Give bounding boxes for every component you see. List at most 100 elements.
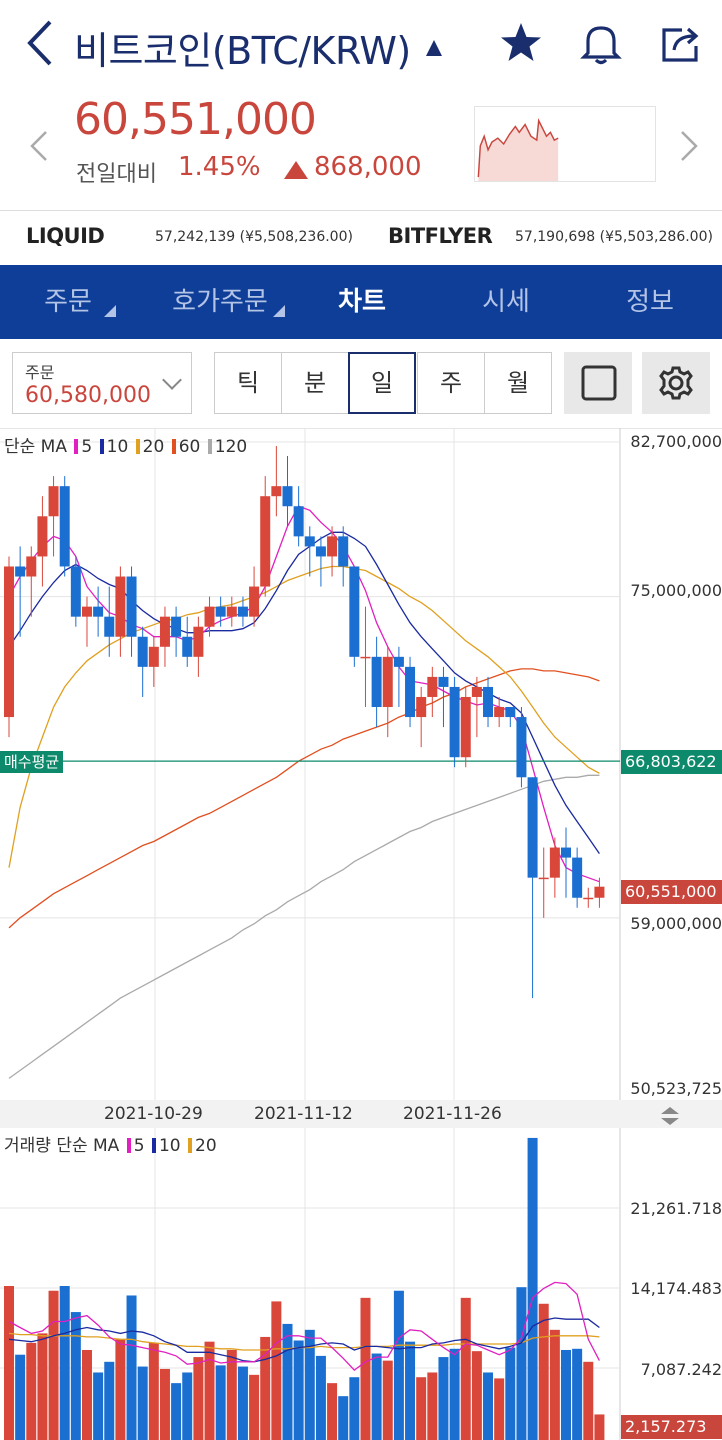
exchange-value-bitflyer: 57,190,698 (¥5,503,286.00) xyxy=(515,229,713,245)
drawing-toggle-button[interactable] xyxy=(564,352,632,414)
vol-legend-item: 10 xyxy=(158,1136,181,1156)
vol-ma10-swatch xyxy=(151,1138,156,1153)
volume-bar xyxy=(505,1347,516,1440)
volume-bar xyxy=(126,1295,137,1440)
exchange-name-liquid: LIQUID xyxy=(26,224,105,248)
candle-body xyxy=(48,486,59,517)
volume-bar xyxy=(349,1377,360,1440)
candle-body xyxy=(527,777,538,878)
volume-ma10-line xyxy=(8,1317,600,1363)
candle-body xyxy=(126,576,137,637)
panel-resize-icon[interactable] xyxy=(655,1104,685,1128)
volume-bar xyxy=(327,1383,338,1440)
period-minute[interactable]: 분 xyxy=(281,352,349,414)
candle-body xyxy=(304,536,315,547)
tab-info[interactable]: 정보 xyxy=(626,287,674,317)
avg-buy-price-tag: 매수평균 xyxy=(0,751,64,773)
volume-bar xyxy=(405,1341,416,1440)
candle-body xyxy=(338,536,349,567)
volume-bar xyxy=(148,1342,159,1440)
volume-bar xyxy=(583,1361,594,1440)
candle-body xyxy=(148,646,159,667)
volume-bar xyxy=(59,1286,70,1440)
volume-bar xyxy=(293,1340,304,1440)
volume-axis-tick: 14,174.483 xyxy=(630,1279,722,1298)
star-icon[interactable] xyxy=(498,20,544,66)
period-tick[interactable]: 틱 xyxy=(214,352,282,414)
order-price-select[interactable]: 주문 60,580,000 xyxy=(12,352,192,414)
order-select-value: 60,580,000 xyxy=(25,383,151,408)
volume-bar xyxy=(382,1360,393,1440)
candle-body xyxy=(59,486,70,567)
main-tabs: 주문 호가주문 차트 시세 정보 xyxy=(0,265,722,339)
candle-body xyxy=(516,717,527,778)
share-icon[interactable] xyxy=(658,20,704,66)
volume-bar xyxy=(594,1414,605,1440)
sparkline-chart[interactable] xyxy=(474,106,656,182)
volume-bar xyxy=(81,1349,92,1440)
avg-buy-price-value: 66,803,622 xyxy=(621,750,722,774)
submenu-corner-icon xyxy=(273,305,285,317)
date-axis-tick: 2021-10-29 xyxy=(104,1104,203,1124)
chevron-left-icon[interactable] xyxy=(20,18,60,68)
tab-quotes[interactable]: 시세 xyxy=(482,287,530,317)
ma60-swatch xyxy=(171,439,176,454)
previous-coin-icon[interactable] xyxy=(26,128,52,164)
candle-body xyxy=(449,686,460,758)
volume-bar xyxy=(171,1383,182,1440)
ma120-swatch xyxy=(207,439,212,454)
price-axis-tick: 59,000,000 xyxy=(630,914,722,933)
candle-body xyxy=(193,626,204,657)
volume-bar xyxy=(338,1396,349,1440)
divider xyxy=(0,210,722,211)
candle-body xyxy=(471,686,482,697)
period-day[interactable]: 일 xyxy=(348,352,416,414)
volume-bar xyxy=(204,1341,215,1440)
candle-body xyxy=(538,877,549,880)
price-axis-tick: 82,700,000 xyxy=(630,432,722,451)
ma-legend-item: 120 xyxy=(214,437,248,457)
candle-body xyxy=(405,666,416,718)
price-axis-tick: 75,000,000 xyxy=(630,581,722,600)
volume-bar xyxy=(572,1348,583,1440)
title-dropdown-icon[interactable] xyxy=(426,40,442,56)
candle-body xyxy=(583,897,594,900)
up-triangle-icon xyxy=(284,161,308,179)
vol-legend-item: 5 xyxy=(133,1136,145,1156)
ma5-swatch xyxy=(74,439,79,454)
tab-order[interactable]: 주문 xyxy=(20,265,116,339)
period-month[interactable]: 월 xyxy=(484,352,552,414)
tab-hoga-order[interactable]: 호가주문 xyxy=(155,265,285,339)
volume-bar xyxy=(438,1357,449,1440)
candlestick-chart[interactable] xyxy=(0,428,722,1440)
square-icon xyxy=(581,365,617,401)
chart-settings-button[interactable] xyxy=(642,352,710,414)
volume-axis-tick: 21,261.718 xyxy=(630,1199,722,1218)
next-coin-icon[interactable] xyxy=(676,128,702,164)
candle-body xyxy=(594,886,605,898)
volume-bar xyxy=(115,1339,126,1440)
ma-legend-item: 20 xyxy=(142,437,165,457)
volume-bar xyxy=(460,1297,471,1440)
volume-bar xyxy=(516,1287,527,1440)
volume-ma5-line xyxy=(8,1281,600,1371)
tab-chart[interactable]: 차트 xyxy=(338,287,386,317)
ma120-line xyxy=(8,774,600,1079)
candle-body xyxy=(215,606,226,617)
bell-icon[interactable] xyxy=(578,20,624,66)
candle-body xyxy=(360,656,371,659)
volume-bar xyxy=(237,1366,248,1440)
volume-ma-legend: 거래량 단순 MA 5 10 20 xyxy=(4,1131,217,1156)
candle-body xyxy=(226,606,237,617)
ma10-line xyxy=(8,531,600,854)
period-week[interactable]: 주 xyxy=(417,352,485,414)
page-title[interactable]: 비트코인(BTC/KRW) xyxy=(74,29,411,73)
candle-body xyxy=(382,656,393,708)
volume-bar xyxy=(260,1336,271,1440)
change-label: 전일대비 xyxy=(76,162,157,187)
volume-bar xyxy=(70,1312,81,1440)
volume-bar xyxy=(182,1372,193,1440)
candle-body xyxy=(494,707,505,718)
candle-body xyxy=(104,616,115,637)
ma-legend-item: 10 xyxy=(106,437,129,457)
